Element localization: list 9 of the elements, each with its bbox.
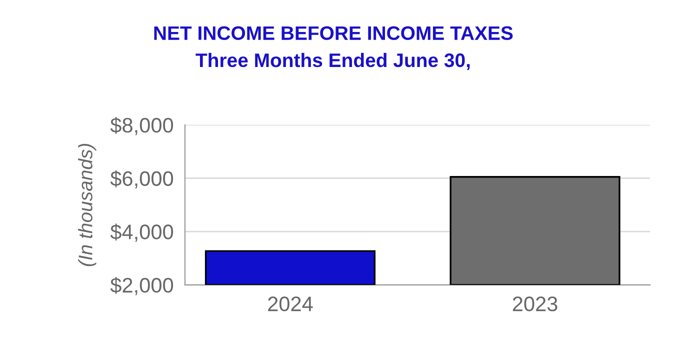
chart-subtitle: Three Months Ended June 30, xyxy=(196,52,470,70)
x-tick-label: 2023 xyxy=(512,296,558,312)
x-tick-label: 2024 xyxy=(268,296,313,312)
chart-title: NET INCOME BEFORE INCOME TAXES xyxy=(154,26,513,40)
y-tick-label: $2,000 xyxy=(110,277,174,296)
y-tick-label: $8,000 xyxy=(110,117,174,136)
y-tick-label: $6,000 xyxy=(110,170,174,188)
y-axis-title: (In thousands) xyxy=(78,144,96,266)
y-tick-label: $4,000 xyxy=(110,224,174,242)
